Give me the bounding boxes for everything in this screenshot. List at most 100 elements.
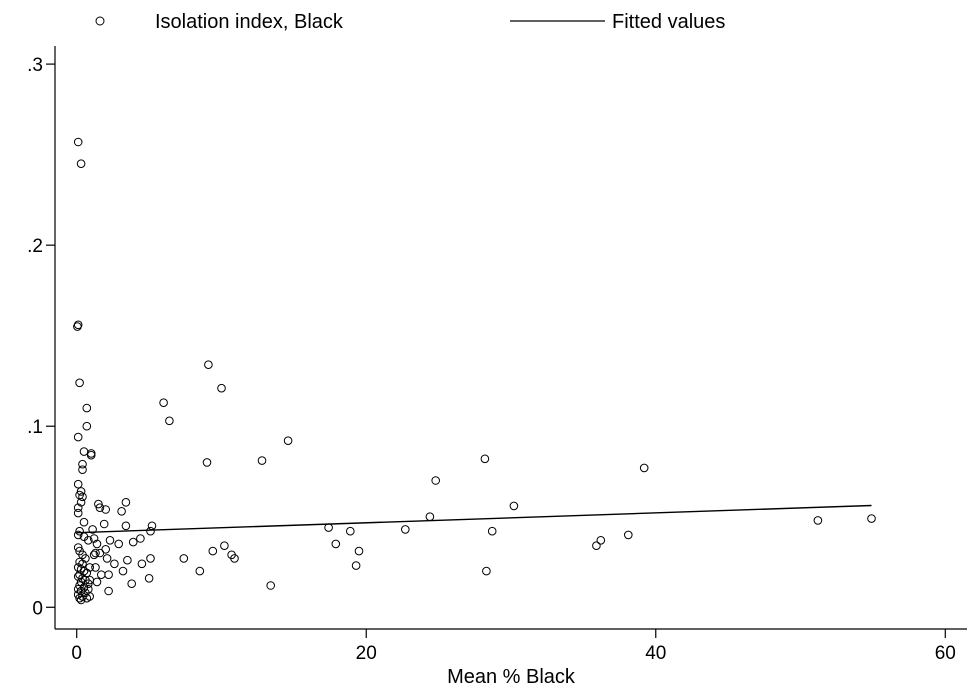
scatter-point	[624, 530, 633, 540]
scatter-point	[147, 521, 157, 531]
scatter-point	[92, 539, 102, 549]
scatter-point	[91, 548, 100, 558]
scatter-point	[639, 463, 649, 473]
scatter-point	[331, 539, 341, 549]
scatter-point	[104, 570, 113, 580]
scatter-point	[99, 519, 109, 529]
scatter-point	[487, 526, 497, 536]
scatter-point	[118, 566, 128, 576]
scatter-point	[480, 454, 490, 464]
scatter-point	[351, 561, 361, 570]
scatter-point	[75, 526, 84, 536]
scatter-point	[159, 398, 168, 408]
scatter-point	[123, 555, 132, 565]
scatter-point	[75, 378, 84, 388]
scatter-point	[354, 546, 364, 556]
y-tick-label: 0	[32, 598, 43, 619]
scatter-point	[101, 545, 110, 554]
scatter-point	[592, 541, 601, 551]
scatter-point	[85, 563, 94, 572]
scatter-point	[84, 536, 93, 545]
scatter-point	[217, 383, 226, 393]
scatter-point	[78, 465, 87, 475]
scatter-point	[144, 574, 154, 583]
scatter-point	[146, 526, 155, 536]
scatter-point	[867, 514, 876, 523]
scatter-point	[230, 554, 239, 563]
scatter-point	[121, 521, 131, 531]
scatter-point	[75, 581, 84, 590]
y-tick-label: .1	[27, 417, 43, 438]
scatter-point	[146, 554, 155, 563]
scatter-point	[121, 498, 131, 507]
scatter-point	[82, 403, 92, 413]
scatter-point	[204, 360, 213, 370]
scatter-point	[89, 550, 99, 560]
y-axis-ticks: 0 .1 .2 .3	[27, 55, 55, 619]
scatter-point	[346, 526, 355, 536]
scatter-point	[73, 432, 83, 442]
scatter-points-layer	[73, 137, 876, 605]
x-tick-label: 60	[935, 643, 956, 664]
x-axis-title: Mean % Black	[447, 666, 576, 688]
y-tick-label: .2	[27, 236, 43, 257]
scatter-point	[117, 507, 126, 516]
scatter-point	[283, 436, 293, 446]
scatter-point	[266, 581, 276, 590]
scatter-point	[813, 516, 823, 525]
x-tick-label: 40	[645, 643, 666, 664]
scatter-point	[195, 566, 205, 576]
legend-label-isolation-index: Isolation index, Black	[155, 11, 344, 33]
legend: Isolation index, Black Fitted values	[95, 11, 725, 33]
scatter-point	[596, 536, 606, 545]
scatter-point	[165, 416, 174, 426]
scatter-point	[82, 421, 92, 431]
scatter-point	[92, 577, 102, 587]
scatter-point	[89, 534, 99, 543]
scatter-point	[136, 534, 145, 543]
scatter-point	[76, 595, 86, 605]
scatter-point	[91, 563, 100, 572]
scatter-point	[101, 505, 110, 514]
legend-label-fitted-values: Fitted values	[612, 11, 725, 33]
scatter-point	[73, 479, 83, 489]
scatter-point	[79, 517, 89, 527]
scatter-point	[73, 503, 83, 513]
scatter-point	[324, 523, 333, 532]
scatter-point	[78, 492, 87, 502]
scatter-point	[482, 566, 491, 576]
scatter-point	[401, 525, 410, 534]
scatter-point	[73, 137, 83, 147]
fitted-values-line	[76, 504, 872, 534]
scatter-point	[202, 458, 212, 467]
scatter-point	[88, 525, 97, 534]
axes	[54, 46, 967, 630]
y-tick-label: .3	[27, 55, 43, 76]
scatter-point	[110, 559, 119, 569]
scatter-point	[86, 450, 96, 460]
scatter-point	[105, 536, 115, 545]
scatter-point	[127, 579, 136, 589]
scatter-point	[208, 546, 218, 556]
scatter-point	[78, 459, 87, 469]
scatter-point	[76, 159, 86, 168]
scatter-point	[73, 590, 83, 599]
scatter-point	[84, 584, 93, 594]
legend-marker-isolation-index	[95, 16, 105, 26]
scatter-point	[73, 322, 82, 331]
scatter-point	[257, 456, 267, 465]
x-tick-label: 20	[356, 643, 377, 664]
scatter-point	[73, 508, 83, 518]
x-axis-ticks: 0 20 40 60	[71, 629, 956, 664]
scatter-point	[73, 543, 83, 552]
scatter-point	[73, 530, 83, 540]
scatter-point	[114, 539, 123, 549]
scatter-point	[76, 498, 86, 507]
scatter-point	[425, 512, 435, 522]
scatter-point	[137, 559, 147, 569]
x-tick-label: 0	[71, 643, 82, 664]
scatter-point	[95, 503, 105, 513]
scatter-point	[179, 554, 189, 563]
